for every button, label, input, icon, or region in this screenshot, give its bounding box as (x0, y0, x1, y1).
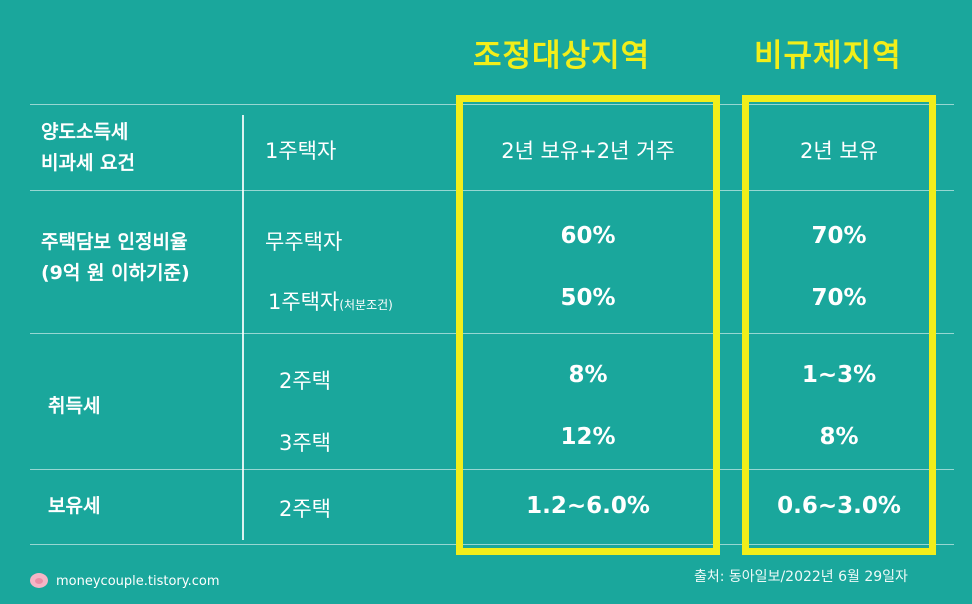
category-ltv: 주택담보 인정비율 (9억 원 이하기준) (41, 231, 190, 284)
sub-three-houses: 3주택 (279, 431, 332, 455)
value-ltv-regulated-1: 60% (560, 223, 616, 249)
sub-one-house-conditional: 1주택자(처분조건) (268, 290, 393, 314)
sub-holding-two-houses: 2주택 (279, 497, 332, 521)
sub-two-houses: 2주택 (279, 369, 332, 393)
regulated-area-highlight-box (456, 95, 720, 555)
sub-no-house: 무주택자 (265, 230, 343, 254)
sub-condition-note: (처분조건) (339, 298, 393, 312)
row-divider-2 (30, 333, 954, 334)
row-divider-1 (30, 190, 954, 191)
value-acquisition-non-regulated-2: 8% (819, 424, 859, 450)
header-non-regulated-area: 비규제지역 (754, 38, 902, 74)
row-divider-3 (30, 469, 954, 470)
source-credit: 출처: 동아일보/2022년 6월 29일자 (694, 569, 908, 585)
value-transfer-regulated: 2년 보유+2년 거주 (501, 139, 675, 163)
category-transfer-tax: 양도소득세 비과세 요건 (41, 121, 136, 174)
header-regulated-area: 조정대상지역 (473, 38, 651, 74)
row-divider-bottom (30, 544, 954, 545)
pig-icon (30, 573, 48, 588)
value-acquisition-regulated-1: 8% (568, 362, 608, 388)
value-acquisition-regulated-2: 12% (560, 424, 616, 450)
sub-one-house: 1주택자 (265, 139, 337, 163)
column-separator (242, 115, 244, 540)
value-holding-regulated: 1.2~6.0% (526, 493, 650, 519)
value-acquisition-non-regulated-1: 1~3% (801, 362, 877, 388)
category-acquisition-tax: 취득세 (48, 395, 101, 417)
site-url: moneycouple.tistory.com (56, 574, 220, 589)
value-holding-non-regulated: 0.6~3.0% (777, 493, 901, 519)
category-holding-tax: 보유세 (48, 495, 101, 517)
row-divider-top (30, 104, 954, 105)
value-ltv-non-regulated-1: 70% (811, 223, 867, 249)
value-ltv-regulated-2: 50% (560, 285, 616, 311)
non-regulated-area-highlight-box (742, 95, 936, 555)
value-ltv-non-regulated-2: 70% (811, 285, 867, 311)
value-transfer-non-regulated: 2년 보유 (800, 139, 878, 163)
